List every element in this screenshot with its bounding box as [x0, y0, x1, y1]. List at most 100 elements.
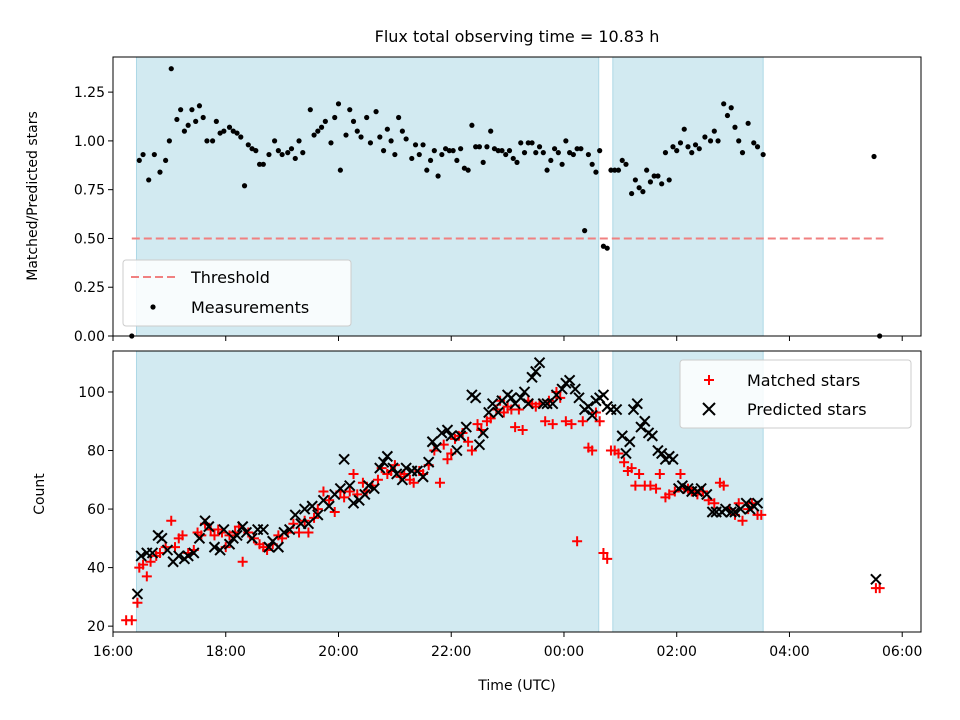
measurement-point — [140, 151, 146, 158]
measurement-point — [292, 155, 298, 162]
predicted-star-point — [422, 456, 435, 468]
predicted-star-point — [236, 520, 249, 533]
measurement-point — [629, 190, 635, 197]
measurement-point — [724, 112, 731, 119]
predicted-star-point — [298, 503, 311, 515]
predicted-star-point — [610, 403, 623, 416]
measurement-point — [380, 148, 387, 154]
top-series-measurements — [129, 66, 883, 339]
predicted-star-point — [582, 400, 595, 413]
measurement-point — [279, 151, 285, 158]
measurement-point — [548, 157, 554, 164]
predicted-star-point — [131, 588, 144, 600]
matched-star-point — [329, 506, 340, 517]
predicted-star-point — [569, 383, 581, 395]
top-legend: Threshold Measurements — [122, 259, 352, 327]
measurement-point — [674, 148, 680, 154]
predicted-star-point — [573, 392, 585, 404]
predicted-star-point — [430, 441, 442, 454]
predicted-star-point — [515, 392, 527, 404]
measurement-point — [266, 151, 272, 158]
measurement-point — [178, 107, 184, 113]
top-y-tick-label: 0.00 — [74, 329, 105, 345]
measurement-point — [659, 181, 665, 187]
predicted-star-point — [522, 397, 534, 410]
measurement-point — [615, 167, 622, 173]
predicted-star-point — [359, 488, 371, 501]
matched-star-point — [619, 457, 630, 468]
measurement-point — [476, 144, 483, 150]
predicted-star-point — [387, 462, 399, 474]
measurement-point — [256, 161, 263, 167]
predicted-star-point — [706, 506, 719, 518]
measurement-point — [681, 126, 687, 132]
matched-star-point — [141, 571, 152, 582]
predicted-star-point — [530, 365, 542, 378]
measurement-point — [420, 142, 426, 148]
measurement-point — [343, 132, 349, 138]
matched-star-point — [651, 483, 662, 494]
matched-star-point — [348, 468, 359, 479]
matched-star-point — [408, 477, 419, 488]
measurement-point — [377, 134, 383, 140]
predicted-star-point — [518, 386, 531, 398]
measurement-point — [241, 183, 248, 189]
measurement-point — [166, 138, 172, 144]
predicted-star-point — [344, 479, 356, 492]
matched-star-point — [709, 498, 720, 509]
measurement-point — [315, 128, 321, 134]
matched-star-point — [209, 530, 220, 541]
measurement-point — [253, 148, 259, 154]
matched-star-point — [630, 480, 641, 491]
predicted-star-point — [306, 500, 318, 512]
measurement-point — [136, 157, 142, 164]
measurement-point — [544, 167, 550, 173]
x-tick-label: 20:00 — [318, 644, 358, 660]
matched-star-point — [756, 509, 767, 520]
matched-star-point — [434, 477, 445, 488]
matched-star-point — [237, 556, 248, 567]
matched-star-point — [602, 553, 613, 564]
matched-star-point — [547, 419, 558, 430]
predicted-star-point — [627, 403, 640, 416]
bottom-plot-frame — [112, 350, 922, 633]
matched-star-point — [463, 436, 474, 447]
bottom-y-tick-label: 60 — [87, 502, 105, 518]
matched-star-point — [318, 486, 329, 497]
measurement-point — [692, 142, 699, 148]
predicted-star-point — [188, 547, 200, 559]
top-plot-frame — [112, 56, 922, 337]
top-observing-interval-2 — [612, 56, 764, 337]
predicted-star-point — [156, 532, 168, 545]
matched-star-point — [466, 445, 477, 456]
measurement-point — [484, 144, 490, 150]
predicted-star-point — [729, 506, 741, 518]
matched-star-point — [594, 416, 605, 427]
measurement-point — [245, 142, 251, 148]
measurement-point — [559, 161, 565, 167]
measurement-point — [499, 148, 505, 154]
measurement-point — [689, 150, 695, 156]
measurement-point — [707, 138, 714, 144]
measurement-point — [570, 151, 576, 158]
predicted-star-point — [368, 482, 380, 495]
predicted-star-point — [483, 406, 495, 419]
measurement-point — [555, 150, 561, 156]
top-y-axis-label: Matched/Predicted stars — [25, 111, 41, 281]
matched-star-point — [874, 583, 885, 594]
measurement-point — [608, 167, 614, 173]
predicted-star-point — [719, 503, 732, 515]
measurement-point — [751, 140, 757, 146]
predicted-star-point — [441, 424, 454, 436]
x-tick-label: 16:00 — [93, 644, 133, 660]
measurement-point — [728, 105, 734, 111]
measurement-point — [450, 148, 456, 154]
measurement-point — [506, 148, 513, 154]
measurement-point — [465, 167, 471, 173]
measurement-point — [589, 161, 595, 167]
measurement-point — [458, 146, 464, 152]
predicted-star-point — [135, 550, 147, 562]
matched-star-point — [517, 425, 528, 436]
x-tick-label: 06:00 — [882, 644, 922, 660]
